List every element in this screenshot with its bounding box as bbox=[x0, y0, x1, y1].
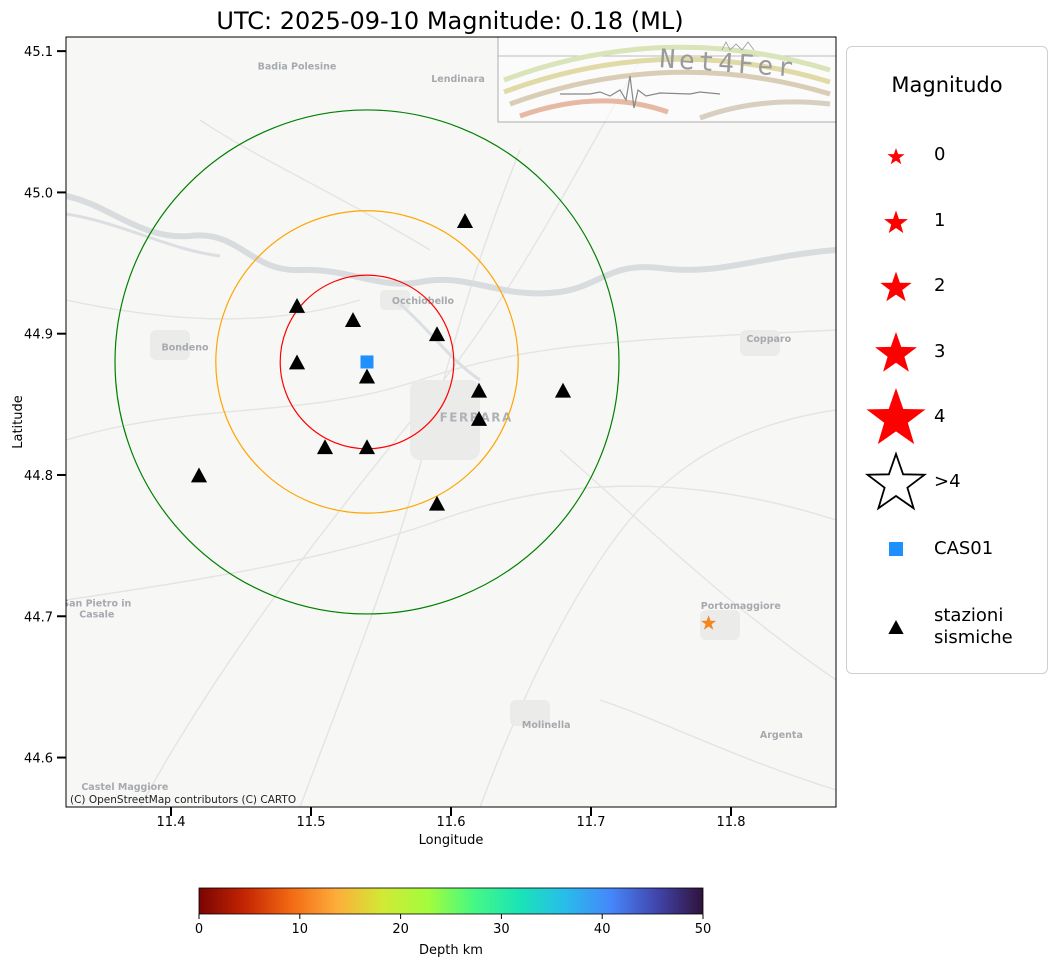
place-label: Castel Maggiore bbox=[81, 782, 168, 793]
colorbar-tick-label: 10 bbox=[292, 922, 309, 937]
place-label: Molinella bbox=[522, 720, 571, 731]
place-label: Copparo bbox=[746, 334, 791, 345]
legend-label: stazioni sismiche bbox=[934, 605, 1013, 648]
colorbar-tick-label: 20 bbox=[392, 922, 409, 937]
legend-star-outline bbox=[864, 451, 928, 511]
x-tick-label: 11.7 bbox=[577, 815, 606, 830]
place-labels: Badia Polesine Lendinara Occhiobello Bonden… bbox=[62, 61, 803, 793]
legend-label: >4 bbox=[934, 471, 961, 492]
y-tick-label: 44.6 bbox=[24, 752, 53, 767]
seismic-station-marker bbox=[358, 368, 376, 384]
legend-label: 3 bbox=[934, 341, 946, 362]
colorbar-ticks: 0 10 20 30 40 50 bbox=[195, 914, 711, 937]
y-tick-label: 45.1 bbox=[24, 45, 53, 60]
legend-label: 2 bbox=[934, 275, 946, 296]
seismic-station-marker bbox=[344, 312, 362, 327]
colorbar-gradient bbox=[198, 887, 704, 915]
legend-star-4 bbox=[866, 388, 926, 445]
colorbar-tick-label: 40 bbox=[594, 922, 611, 937]
y-tick-label: 44.9 bbox=[24, 328, 53, 343]
legend-symbols bbox=[864, 148, 928, 634]
y-axis-ticks: 44.6 44.7 44.8 44.9 45.0 45.1 bbox=[24, 45, 66, 767]
legend-square bbox=[889, 542, 903, 556]
legend-triangle bbox=[888, 620, 904, 634]
x-axis-ticks: 11.4 11.5 11.6 11.7 11.8 bbox=[157, 807, 746, 830]
cas01-marker bbox=[360, 355, 374, 369]
event-layer bbox=[701, 615, 717, 630]
colorbar-tick-label: 30 bbox=[493, 922, 510, 937]
canal-2 bbox=[399, 302, 481, 382]
seismic-station-marker bbox=[554, 382, 572, 398]
colorbar: 0 10 20 30 40 50 Depth km bbox=[195, 887, 711, 958]
seismic-station-marker bbox=[428, 495, 446, 511]
colorbar-label: Depth km bbox=[419, 943, 483, 958]
seismic-station-marker bbox=[470, 410, 488, 426]
seismic-station-marker bbox=[428, 326, 446, 342]
legend-star-3 bbox=[875, 332, 917, 372]
place-label: FERRARA bbox=[440, 410, 513, 424]
legend-label: 4 bbox=[934, 406, 946, 427]
seismic-station-marker bbox=[456, 213, 474, 229]
legend-star-1 bbox=[884, 210, 908, 234]
x-tick-label: 11.6 bbox=[437, 815, 466, 830]
place-label: Portomaggiore bbox=[701, 601, 781, 612]
figure-title: UTC: 2025-09-10 Magnitude: 0.18 (ML) bbox=[216, 7, 683, 35]
y-tick-label: 45.0 bbox=[24, 186, 53, 201]
map-area[interactable]: Badia Polesine Lendinara Occhiobello Bonden… bbox=[62, 37, 836, 807]
legend-star-2 bbox=[880, 271, 912, 302]
seismic-station-marker bbox=[288, 354, 306, 370]
seismic-stations-layer bbox=[190, 213, 572, 511]
basemap-urban bbox=[150, 290, 780, 726]
x-axis-label: Longitude bbox=[419, 833, 484, 848]
place-label: San Pietro in bbox=[62, 598, 131, 609]
y-axis-label: Latitude bbox=[11, 395, 26, 449]
y-tick-label: 44.7 bbox=[24, 610, 53, 625]
legend-label: 1 bbox=[934, 210, 946, 231]
event-star bbox=[701, 615, 717, 630]
x-tick-label: 11.8 bbox=[717, 815, 746, 830]
distance-circle-1 bbox=[215, 210, 519, 514]
canal bbox=[66, 212, 221, 258]
map-attribution: (C) OpenStreetMap contributors (C) CARTO bbox=[70, 794, 296, 806]
place-label: Badia Polesine bbox=[258, 61, 337, 72]
legend: Magnitudo 0 1 2 3 4 >4 CAS01 stazioni sismiche bbox=[846, 46, 1048, 674]
colorbar-tick-label: 50 bbox=[695, 922, 712, 937]
cas01-layer bbox=[360, 355, 374, 369]
legend-star-0 bbox=[887, 148, 905, 165]
place-label: Lendinara bbox=[431, 74, 485, 85]
po-river bbox=[66, 193, 836, 297]
seismic-station-marker bbox=[316, 439, 334, 455]
seismic-station-marker bbox=[470, 382, 488, 398]
y-tick-label: 44.8 bbox=[24, 469, 53, 484]
legend-title: Magnitudo bbox=[891, 73, 1003, 97]
seismic-station-marker bbox=[358, 439, 376, 455]
colorbar-tick-label: 0 bbox=[195, 922, 203, 937]
net4fer-logo: Net4Fer bbox=[497, 37, 836, 123]
seismic-station-marker bbox=[190, 467, 208, 483]
x-tick-label: 11.4 bbox=[157, 815, 186, 830]
x-tick-label: 11.5 bbox=[297, 815, 326, 830]
distance-circle-2 bbox=[114, 109, 620, 615]
place-label: Occhiobello bbox=[392, 296, 455, 307]
legend-label: CAS01 bbox=[934, 538, 994, 559]
place-label: Casale bbox=[79, 610, 114, 621]
place-label: Bondeno bbox=[161, 343, 209, 354]
legend-label: 0 bbox=[934, 144, 946, 165]
seismic-station-marker bbox=[288, 297, 306, 313]
place-label: Argenta bbox=[760, 730, 803, 741]
